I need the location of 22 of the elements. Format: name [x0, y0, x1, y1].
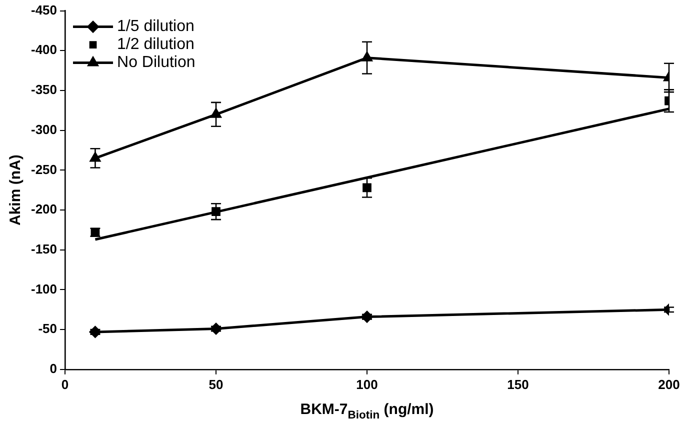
y-tick-label: -150 — [30, 241, 58, 256]
point — [210, 108, 222, 118]
y-tick-label: -100 — [30, 281, 58, 296]
y-tick-label: -200 — [30, 202, 58, 217]
y-tick-label: -50 — [38, 321, 58, 336]
x-tick-label: 150 — [507, 376, 529, 392]
point — [362, 52, 372, 62]
y-tick-label: -350 — [30, 82, 58, 98]
x-tick-label: 0 — [61, 376, 69, 392]
y-axis-title: Akim (nA) — [7, 154, 24, 226]
legend-label: 1/2 dilution — [117, 36, 194, 54]
y-tick-label: -250 — [30, 162, 58, 177]
y-tick-label: -400 — [30, 42, 58, 58]
x-tick-label: 200 — [658, 376, 680, 392]
y-tick-label: -450 — [30, 2, 58, 18]
y-tick-label: 0 — [50, 360, 58, 376]
x-tick-label: 50 — [208, 376, 224, 392]
legend-label: No Dilution — [117, 54, 196, 72]
legend-label: 1/5 dilution — [117, 18, 194, 36]
x-tick-label: 100 — [356, 376, 378, 392]
y-tick-label: -300 — [30, 122, 58, 137]
point — [362, 183, 372, 192]
